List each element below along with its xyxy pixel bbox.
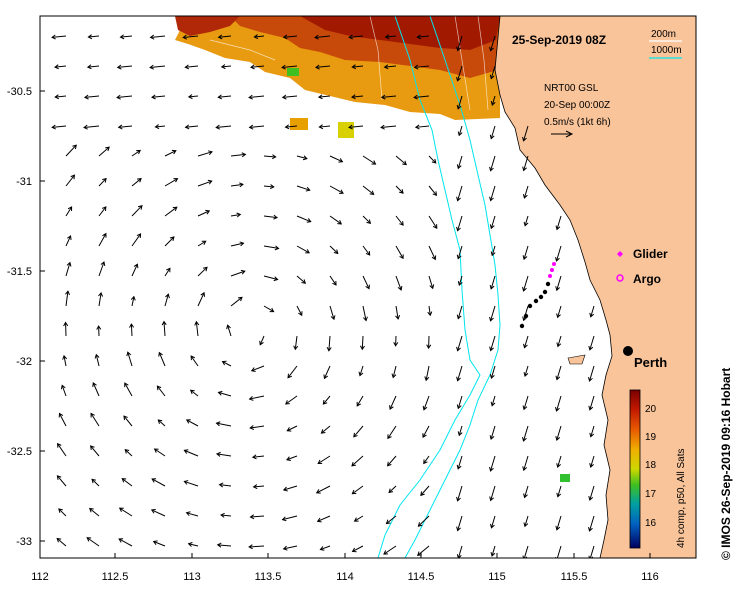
colorbar-tick: 18: [645, 460, 657, 471]
x-tick-label: 113.5: [255, 571, 282, 583]
x-tick-label: 112.5: [102, 571, 129, 583]
colorbar-caption: 4h comp, p50, All Sats: [676, 448, 687, 548]
land-western-australia: [494, 16, 696, 558]
credit-text: © IMOS 26-Sep-2019 09:16 Hobart: [719, 368, 733, 560]
colorbar-tick: 19: [645, 432, 657, 443]
y-tick-label: -31: [16, 176, 32, 188]
x-tick-label: 114.5: [408, 571, 435, 583]
svg-text:NRT00 GSL: NRT00 GSL: [544, 83, 599, 94]
x-tick-label: 113: [183, 571, 201, 583]
date-title: 25-Sep-2019 08Z: [512, 33, 606, 47]
vector-legend: NRT00 GSL 20-Sep 00:00Z 0.5m/s (1kt 6h): [544, 83, 611, 138]
x-tick-label: 114: [336, 571, 354, 583]
depth-legend-200m: 200m: [651, 29, 676, 40]
y-tick-label: -33: [16, 536, 32, 548]
depth-legend-1000m: 1000m: [651, 45, 682, 56]
y-axis: -30.5 -31 -31.5 -32 -32.5 -33: [7, 86, 32, 548]
colorbar-tick: 17: [645, 489, 657, 500]
current-vectors: [51, 34, 595, 558]
x-axis: 112 112.5 113 113.5 114 114.5 115 115.5 …: [31, 571, 659, 583]
y-tick-label: -32: [16, 356, 32, 368]
svg-text:Argo: Argo: [633, 272, 661, 286]
argo-legend-icon: [616, 274, 624, 282]
glider-track: [519, 262, 556, 329]
y-tick-label: -32.5: [7, 446, 32, 458]
city-label-perth: Perth: [634, 355, 667, 370]
svg-text:Glider: Glider: [633, 247, 668, 261]
colorbar-tick: 20: [645, 404, 657, 415]
x-tick-label: 116: [641, 571, 659, 583]
x-tick-label: 115: [488, 571, 506, 583]
marker-legend: Glider Argo: [616, 247, 668, 286]
y-tick-label: -30.5: [7, 86, 32, 98]
sst-colorbar: 20 19 18 17 16 4h comp, p50, All Sats: [629, 389, 687, 549]
x-tick-label: 112: [31, 571, 49, 583]
rottnest-island: [567, 354, 586, 365]
svg-text:0.5m/s (1kt 6h): 0.5m/s (1kt 6h): [544, 117, 611, 128]
glider-legend-icon: [617, 251, 623, 257]
x-tick-label: 115.5: [561, 571, 588, 583]
perth-marker: [623, 346, 633, 356]
isobaths: [377, 16, 501, 558]
plot-frame: [39, 15, 697, 559]
svg-text:20-Sep 00:00Z: 20-Sep 00:00Z: [544, 100, 610, 111]
colorbar-tick: 16: [645, 518, 657, 529]
y-tick-label: -31.5: [7, 266, 32, 278]
